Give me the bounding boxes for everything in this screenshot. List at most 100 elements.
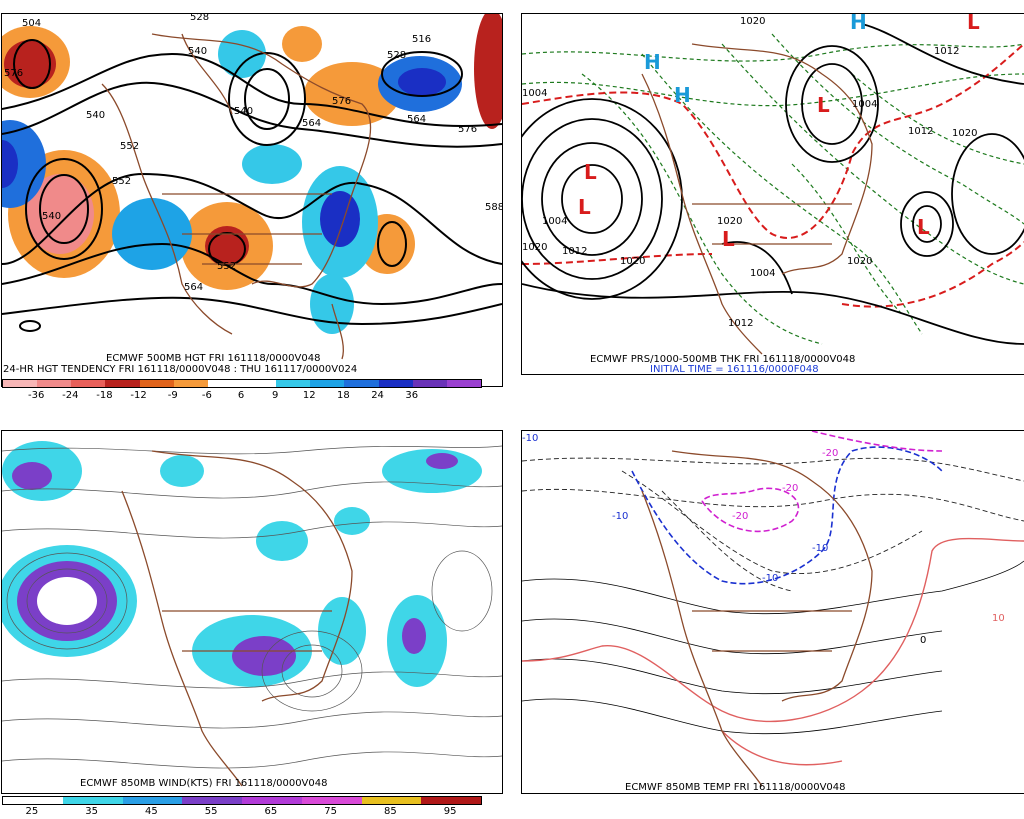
svg-text:504: 504 <box>22 18 41 29</box>
coastlines <box>641 43 873 355</box>
colorbar-tick-label: 25 <box>25 806 39 817</box>
colorbar-tick-label: 35 <box>85 806 98 817</box>
svg-text:1004: 1004 <box>750 268 775 279</box>
colorbar-tick-label: 9 <box>271 390 279 401</box>
colorbar-swatch <box>378 380 413 387</box>
svg-text:-10: -10 <box>762 573 778 584</box>
caption-850mb-wind-title: ECMWF 850MB WIND(KTS) FRI 161118/0000V04… <box>80 778 328 789</box>
svg-text:552: 552 <box>217 261 236 272</box>
wind-speed-shading <box>2 441 482 687</box>
coastlines <box>641 450 873 787</box>
map-pressure: L L L L L L H H H 1020 1004 1012 1004 10… <box>522 14 1024 355</box>
svg-text:L: L <box>967 14 980 34</box>
svg-text:0: 0 <box>920 635 926 646</box>
svg-text:-10: -10 <box>612 511 628 522</box>
colorbar-swatch <box>105 380 140 387</box>
map-850mb-temp: -10 -10 -20 -20 -10 -20 -10 0 10 <box>522 431 1024 787</box>
colorbar-swatch <box>446 380 481 387</box>
temp-contour-zero <box>522 537 1024 766</box>
svg-text:1012: 1012 <box>908 126 933 137</box>
svg-text:L: L <box>722 227 735 251</box>
panel-850mb-temp: -10 -10 -20 -20 -10 -20 -10 0 10 ECMWF 8… <box>521 430 1024 794</box>
colorbar-tick-label: 55 <box>204 806 218 817</box>
colorbar-tick-label: 85 <box>384 806 397 817</box>
colorbar-tick-label: -6 <box>201 390 212 401</box>
svg-text:-20: -20 <box>782 483 798 494</box>
caption-pressure-title: ECMWF PRS/1000-500MB THK FRI 161118/0000… <box>590 354 856 365</box>
svg-text:1020: 1020 <box>740 16 765 27</box>
svg-text:1020: 1020 <box>952 128 977 139</box>
svg-text:576: 576 <box>4 68 23 79</box>
colorbar-swatch <box>122 797 183 804</box>
colorbar-swatch <box>71 380 106 387</box>
colorbar-tick-label: 75 <box>324 806 337 817</box>
colorbar-tick-label: -36 <box>27 390 45 401</box>
svg-text:-10: -10 <box>522 433 538 444</box>
svg-text:540: 540 <box>86 110 105 121</box>
colorbar-swatch <box>37 380 72 387</box>
colorbar-swatch <box>173 380 208 387</box>
colorbar-tick-label: -9 <box>167 390 178 401</box>
height-contours <box>2 39 502 332</box>
svg-text:588: 588 <box>485 202 502 213</box>
svg-text:1012: 1012 <box>562 246 587 257</box>
temp-contour-minus10 <box>631 446 943 585</box>
temp-contour-minus20 <box>701 431 943 533</box>
svg-text:540: 540 <box>188 46 207 57</box>
colorbar-tick-label: 18 <box>337 390 350 401</box>
svg-text:1012: 1012 <box>934 46 959 57</box>
temp-labels: -10 -10 -20 -20 -10 -20 -10 0 10 <box>522 433 1005 646</box>
svg-text:L: L <box>917 215 930 239</box>
colorbar-tick-label: 95 <box>443 806 457 817</box>
streamlines <box>2 445 502 769</box>
svg-text:540: 540 <box>42 211 61 222</box>
svg-text:-10: -10 <box>812 543 828 554</box>
colorbar-swatch <box>207 380 242 387</box>
svg-text:-20: -20 <box>732 511 748 522</box>
svg-text:540: 540 <box>234 106 253 117</box>
svg-text:L: L <box>817 93 830 117</box>
coastlines <box>121 450 353 787</box>
colorbar-ticks-wind: 25 35 45 55 65 75 85 95 <box>2 806 480 818</box>
colorbar-swatch <box>301 797 362 804</box>
colorbar-swatch <box>3 380 38 387</box>
svg-text:H: H <box>674 83 691 107</box>
caption-500mb-tendency: 24-HR HGT TENDENCY FRI 161118/0000V048 :… <box>3 364 358 375</box>
svg-text:1020: 1020 <box>717 216 742 227</box>
colorbar-wind-speed <box>2 796 482 805</box>
colorbar-swatch <box>241 380 277 387</box>
svg-text:1004: 1004 <box>542 216 567 227</box>
svg-text:1004: 1004 <box>522 88 547 99</box>
colorbar-tick-label: -12 <box>130 390 147 401</box>
colorbar-ticks-tendency: -36 -24 -18 -12 -9 -6 6 9 12 18 24 36 <box>2 390 480 402</box>
colorbar-swatch <box>242 797 302 804</box>
panel-500mb-height: 504 528 540 516 540 552 564 576 540 552 … <box>1 13 503 387</box>
svg-text:-20: -20 <box>822 448 838 459</box>
svg-text:1020: 1020 <box>620 256 645 267</box>
colorbar-swatch <box>139 380 174 387</box>
svg-text:10: 10 <box>992 613 1005 624</box>
svg-text:H: H <box>644 50 661 74</box>
contour-labels: 504 528 540 516 540 552 564 576 540 552 … <box>4 14 502 293</box>
isobar-labels: 1020 1004 1012 1004 1020 1004 1012 1020 … <box>522 16 977 329</box>
svg-text:564: 564 <box>184 282 203 293</box>
panel-850mb-wind: ECMWF 850MB WIND(KTS) FRI 161118/0000V04… <box>1 430 503 794</box>
colorbar-tick-label: 12 <box>302 390 316 401</box>
svg-text:L: L <box>578 195 591 219</box>
coastlines <box>101 33 372 360</box>
svg-text:528: 528 <box>387 50 406 61</box>
colorbar-tick-label: -18 <box>96 390 113 401</box>
svg-text:552: 552 <box>120 141 139 152</box>
svg-text:528: 528 <box>190 14 209 23</box>
colorbar-swatch <box>412 380 447 387</box>
svg-text:576: 576 <box>458 124 477 135</box>
colorbar-swatch <box>344 380 379 387</box>
svg-text:576: 576 <box>332 96 351 107</box>
svg-text:516: 516 <box>412 34 431 45</box>
svg-text:552: 552 <box>112 176 131 187</box>
svg-text:564: 564 <box>407 114 426 125</box>
thickness-contours <box>522 33 1024 345</box>
map-850mb-wind <box>2 441 502 787</box>
temp-contours-cold <box>522 457 1024 592</box>
tendency-shading <box>2 14 502 334</box>
